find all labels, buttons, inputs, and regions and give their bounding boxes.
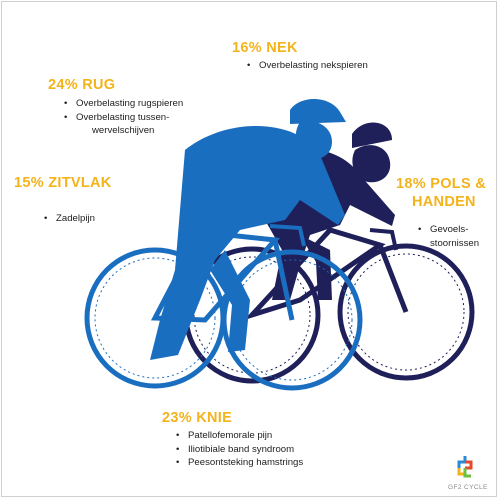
list-item: Overbelasting tussen- [64, 111, 183, 125]
knee-title: 23% KNIE [162, 410, 233, 426]
list-item: Iliotibiale band syndroom [176, 443, 303, 457]
neck-list: Overbelasting nekspieren [247, 59, 368, 73]
list-item: Overbelasting nekspieren [247, 59, 368, 73]
knee-list: Patellofemorale pijn Iliotibiale band sy… [176, 429, 303, 470]
blue-rider [150, 98, 346, 360]
seat-title: 15% ZITVLAK [14, 175, 112, 191]
back-list: Overbelasting rugspieren Overbelasting t… [64, 97, 183, 138]
wrists-title-line2: HANDEN [412, 194, 476, 210]
list-item: Peesontsteking hamstrings [176, 456, 303, 470]
wrists-title-line1: 18% POLS & [396, 176, 487, 192]
back-title: 24% RUG [48, 77, 116, 93]
list-item: Patellofemorale pijn [176, 429, 303, 443]
wrists-list: Gevoels- stoornissen [418, 223, 479, 250]
list-item-continuation: stoornissen [430, 237, 480, 249]
list-item: Gevoels- [418, 223, 479, 237]
gf2-cycle-logo-icon [457, 456, 473, 478]
logo-text: GF2 CYCLE [448, 484, 488, 491]
list-item-continuation: wervelschijven [92, 125, 155, 137]
neck-title: 16% NEK [232, 40, 298, 56]
list-item: Overbelasting rugspieren [64, 97, 183, 111]
navy-bicycle [183, 213, 475, 384]
list-item: Zadelpijn [44, 212, 95, 226]
seat-list: Zadelpijn [44, 212, 95, 226]
